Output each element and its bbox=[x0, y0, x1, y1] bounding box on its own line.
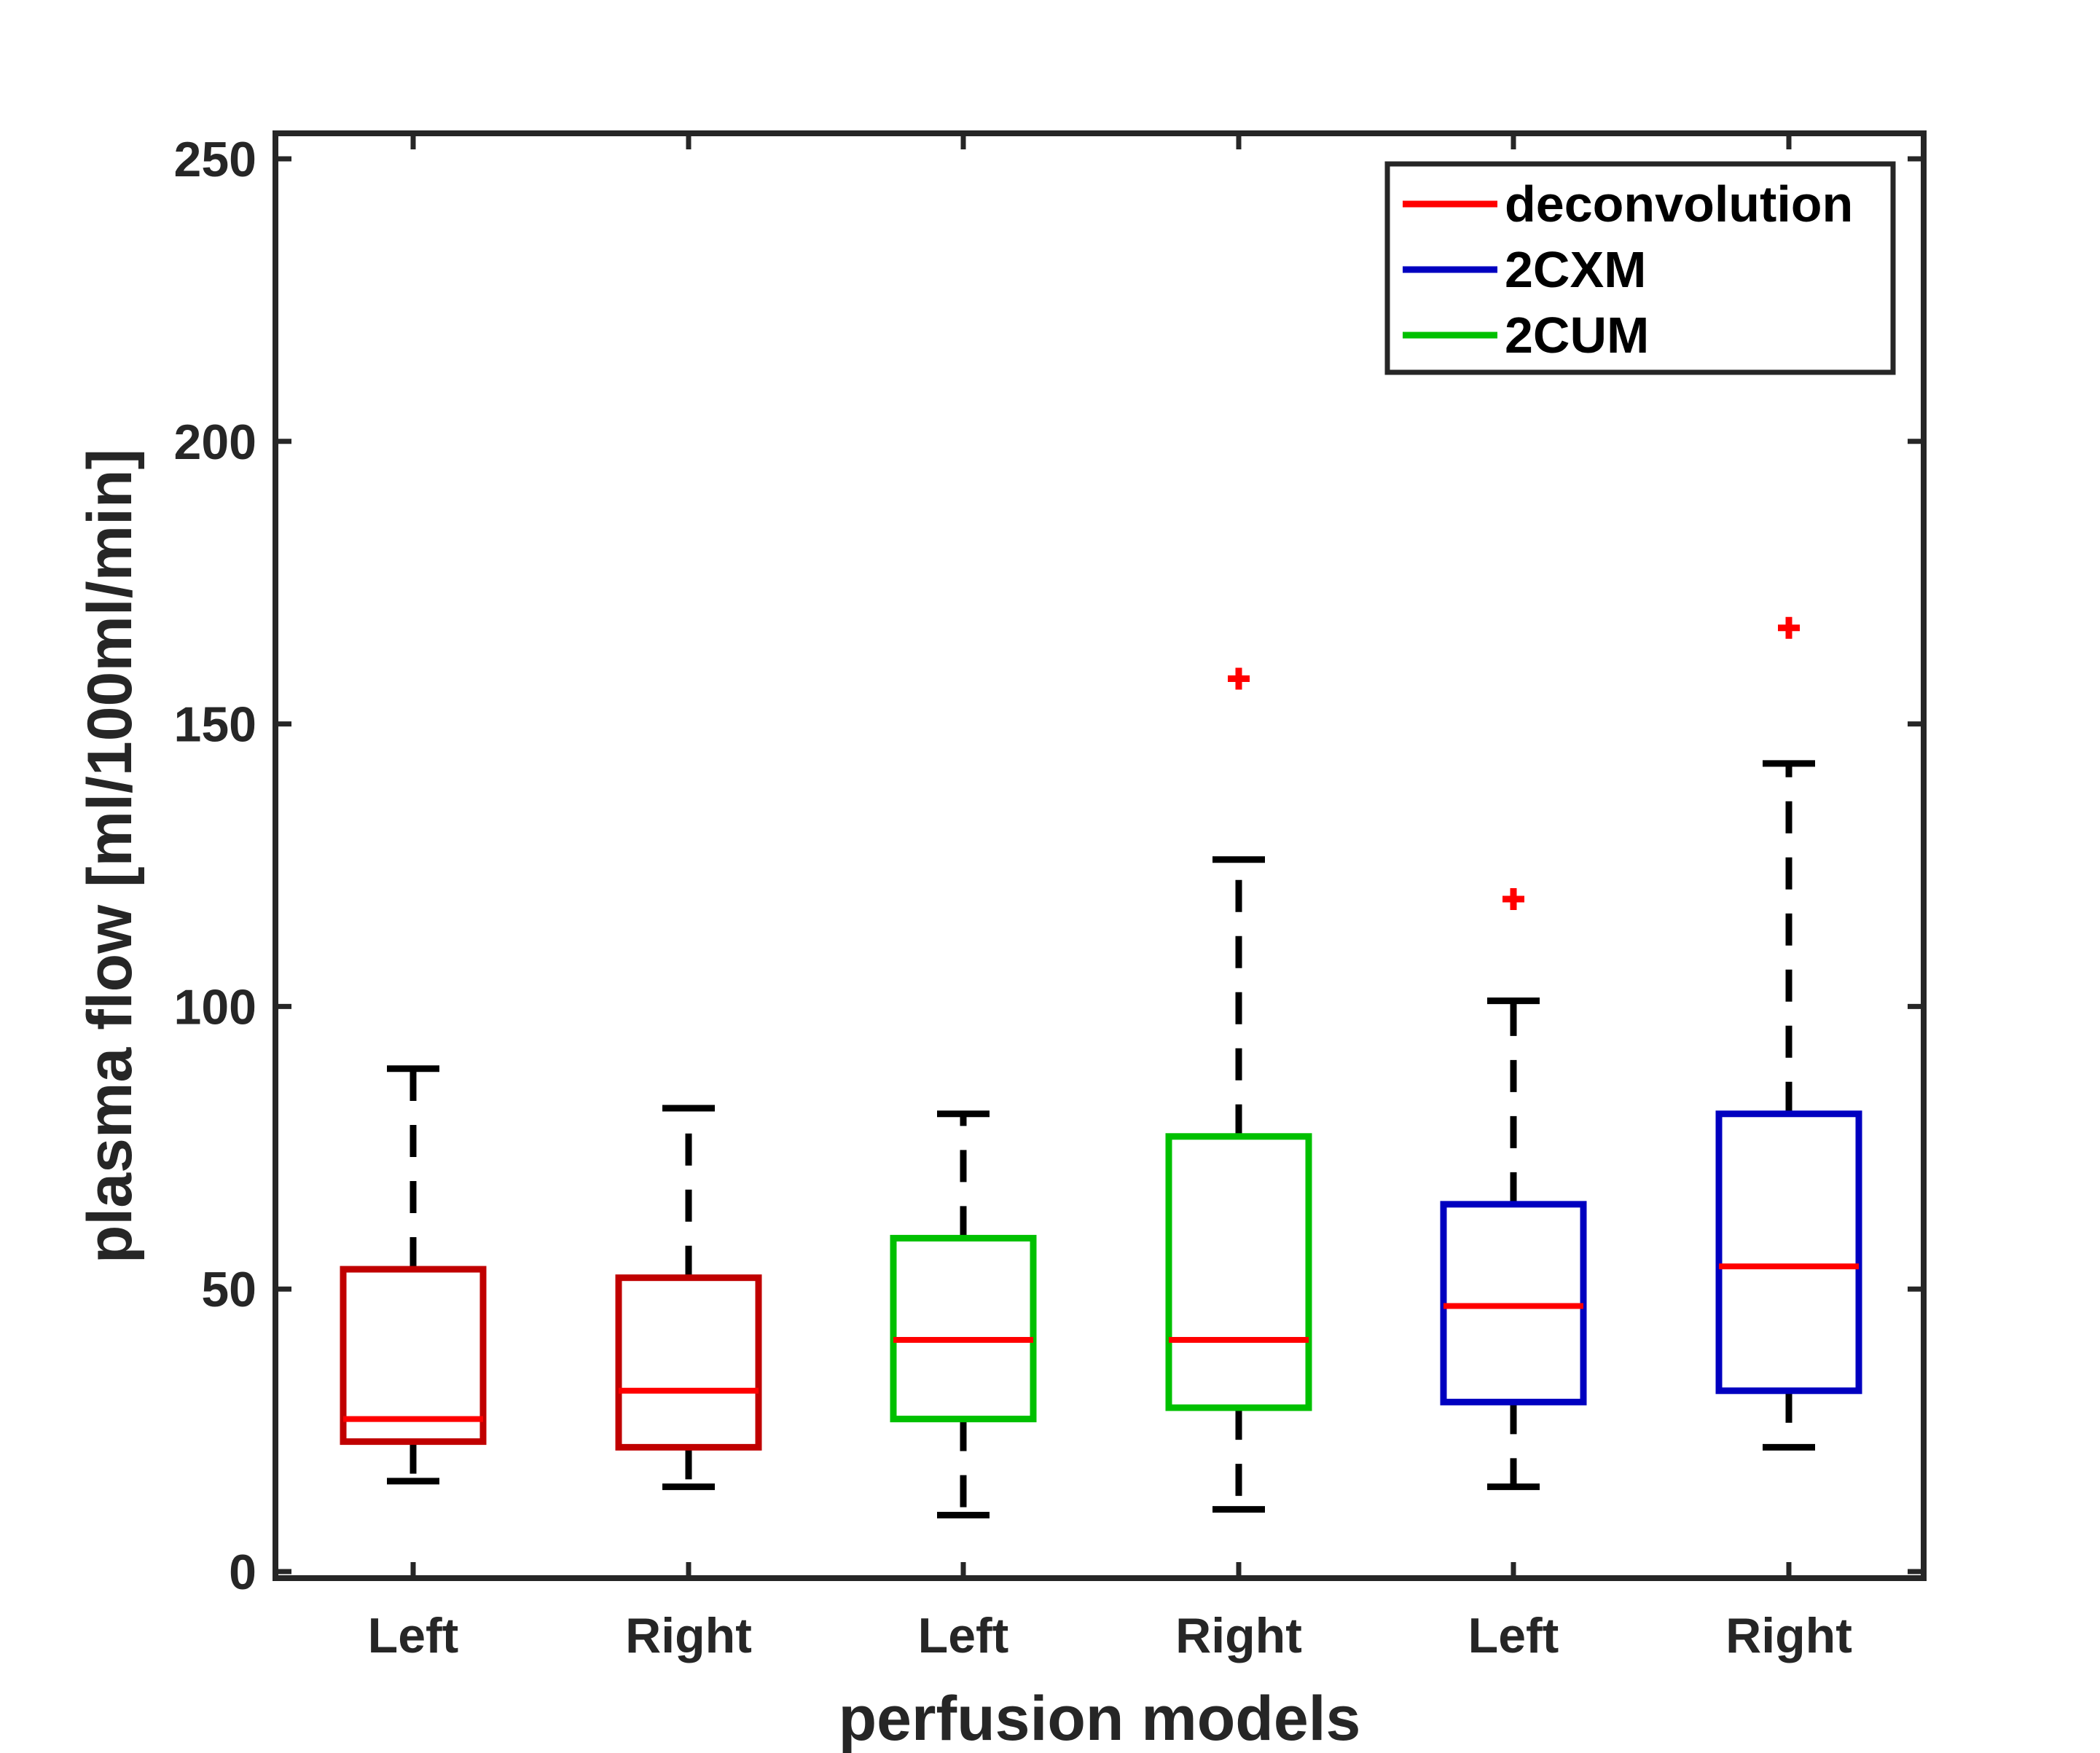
x-tick-label: Left bbox=[368, 1608, 459, 1663]
legend-entry-1: deconvolution bbox=[1403, 176, 1853, 232]
x-tick-label: Right bbox=[1725, 1608, 1852, 1663]
x-tick-label: Right bbox=[625, 1608, 752, 1663]
y-tick-label: 250 bbox=[174, 132, 256, 187]
legend-entry-3: 2CUM bbox=[1403, 307, 1649, 364]
y-tick-label: 0 bbox=[229, 1545, 256, 1600]
box-group-6 bbox=[1715, 616, 1862, 1451]
x-tick-label: Left bbox=[1468, 1608, 1559, 1663]
box-iqr bbox=[890, 1234, 1037, 1423]
axes-frame bbox=[273, 130, 1927, 1581]
y-tick-label: 150 bbox=[174, 697, 256, 753]
legend-label: deconvolution bbox=[1505, 176, 1853, 232]
legend-entry-2: 2CXM bbox=[1403, 241, 1646, 298]
box-group-3 bbox=[890, 1110, 1037, 1518]
outlier-marker bbox=[1502, 888, 1524, 911]
y-axis-label: plasma flow [ml/100ml/min] bbox=[75, 449, 145, 1263]
legend: deconvolution 2CXM 2CUM bbox=[1384, 161, 1896, 375]
x-axis-label: perfusion models bbox=[839, 1684, 1361, 1753]
legend-entries: deconvolution 2CXM 2CUM bbox=[1403, 176, 1853, 364]
boxes-layer bbox=[340, 616, 1862, 1518]
box-group-4 bbox=[1165, 667, 1312, 1513]
y-tick-label: 200 bbox=[174, 415, 256, 470]
box-iqr bbox=[1165, 1133, 1312, 1411]
box-group-2 bbox=[615, 1105, 762, 1491]
outlier-marker bbox=[1778, 616, 1800, 639]
x-tick-label: Right bbox=[1175, 1608, 1302, 1663]
box-iqr bbox=[615, 1274, 762, 1451]
box-iqr bbox=[1715, 1110, 1862, 1395]
box-group-5 bbox=[1440, 888, 1587, 1491]
x-tick-label: Left bbox=[918, 1608, 1009, 1663]
box-group-1 bbox=[340, 1065, 487, 1485]
axes-layer: 0 50 100 150 200 250 Left Right Left Right Left Rig… bbox=[174, 130, 1927, 1663]
outlier-marker bbox=[1228, 667, 1250, 690]
y-tick-label: 100 bbox=[174, 979, 256, 1035]
box-iqr bbox=[340, 1266, 487, 1446]
y-tick-label: 50 bbox=[201, 1262, 256, 1317]
legend-label: 2CUM bbox=[1505, 307, 1649, 364]
legend-label: 2CXM bbox=[1505, 241, 1646, 298]
